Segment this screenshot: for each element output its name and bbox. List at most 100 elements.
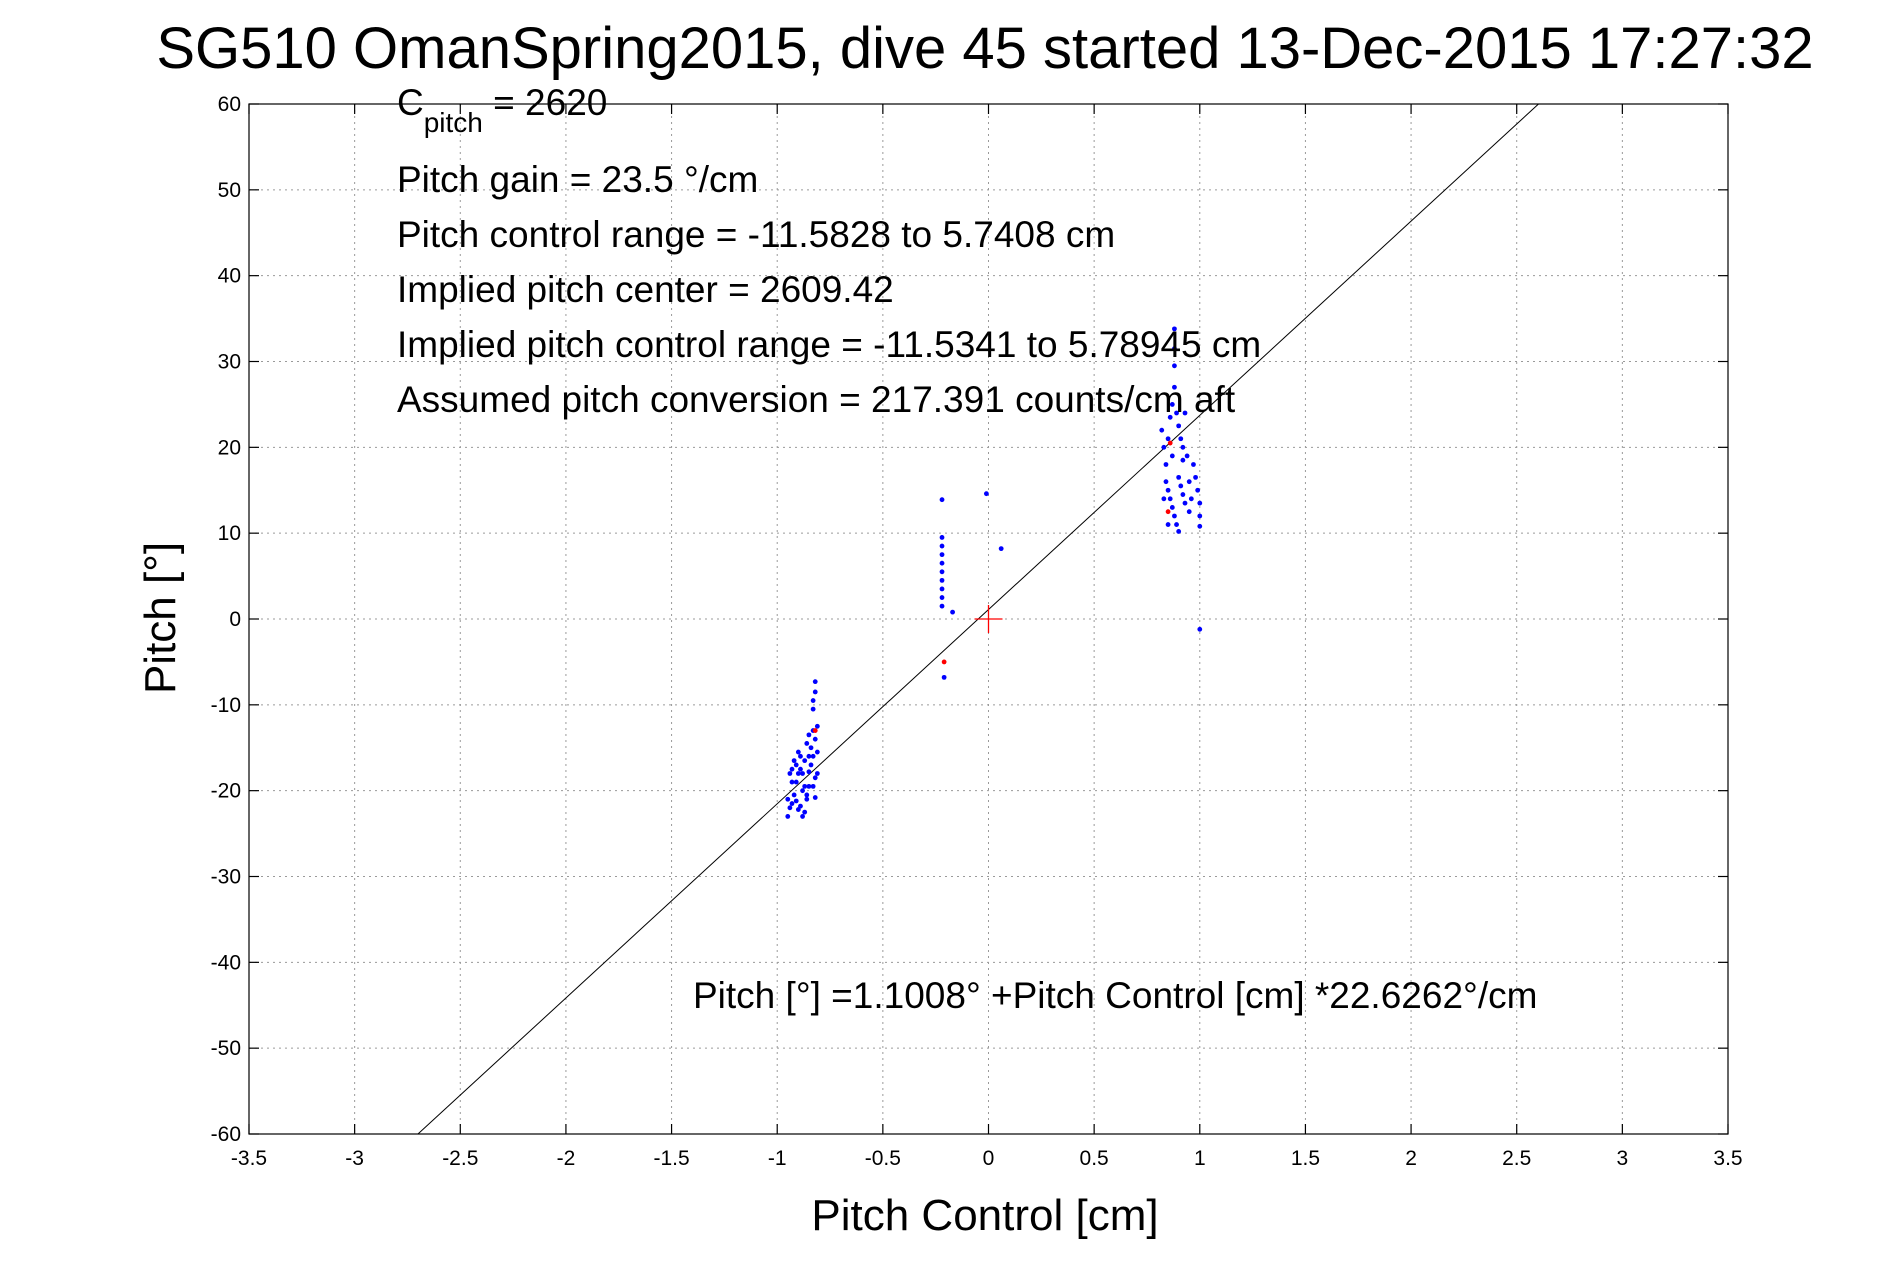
data-point bbox=[1197, 626, 1203, 632]
data-point bbox=[1172, 346, 1177, 352]
data-point bbox=[814, 771, 820, 776]
y-tick-label: 10 bbox=[218, 522, 241, 545]
data-point bbox=[787, 805, 793, 811]
x-axis-label: Pitch Control [cm] bbox=[811, 1191, 1158, 1240]
data-point bbox=[804, 792, 810, 798]
data-point bbox=[1176, 529, 1182, 534]
x-tick-label: -2 bbox=[557, 1147, 576, 1170]
x-tick-label: -1.5 bbox=[653, 1147, 689, 1170]
data-point bbox=[789, 779, 795, 785]
data-point bbox=[939, 569, 945, 575]
data-point bbox=[793, 779, 799, 785]
x-tick-label: 2.5 bbox=[1502, 1147, 1531, 1170]
data-point bbox=[800, 771, 805, 776]
data-point bbox=[1180, 492, 1186, 497]
y-tick-label: -40 bbox=[211, 951, 241, 974]
data-point bbox=[1182, 500, 1188, 506]
data-point bbox=[1176, 474, 1182, 480]
data-point bbox=[1165, 522, 1171, 527]
data-point bbox=[1172, 384, 1177, 390]
data-point bbox=[806, 753, 812, 759]
y-tick-label: 50 bbox=[218, 179, 241, 202]
data-point bbox=[808, 745, 814, 751]
data-point bbox=[1186, 479, 1192, 485]
data-point bbox=[1167, 440, 1173, 446]
data-point bbox=[950, 609, 955, 615]
data-point bbox=[808, 762, 814, 768]
data-point bbox=[1197, 513, 1203, 519]
data-point bbox=[1169, 505, 1175, 510]
grid-lines bbox=[249, 104, 1728, 1134]
implied-range-annotation: Implied pitch control range = -11.5341 t… bbox=[397, 324, 1261, 365]
data-point bbox=[810, 706, 816, 712]
data-point bbox=[1169, 402, 1175, 407]
data-point bbox=[812, 795, 818, 800]
conversion-annotation: Assumed pitch conversion = 217.391 count… bbox=[397, 379, 1236, 420]
data-point bbox=[1172, 326, 1177, 332]
data-point bbox=[1197, 500, 1203, 506]
data-points bbox=[785, 326, 1203, 819]
data-point bbox=[789, 801, 795, 806]
data-point bbox=[804, 796, 810, 802]
data-point bbox=[1172, 363, 1177, 369]
data-point bbox=[1197, 523, 1203, 529]
data-point bbox=[1191, 462, 1196, 467]
data-point bbox=[812, 689, 818, 695]
data-point bbox=[1182, 410, 1188, 416]
data-point bbox=[983, 491, 989, 497]
data-point bbox=[800, 814, 805, 819]
data-point bbox=[941, 674, 947, 680]
data-point bbox=[798, 803, 803, 809]
cpitch-annotation: Cpitch = 2620 bbox=[397, 82, 607, 138]
data-point bbox=[1161, 496, 1167, 502]
y-tick-labels: -60 -50 -40 -30 -20 -10 0 10 20 30 40 50 60 bbox=[211, 93, 241, 1146]
data-point bbox=[1167, 414, 1173, 420]
y-axis-label: Pitch [°] bbox=[136, 542, 185, 694]
y-tick-label: -60 bbox=[211, 1123, 241, 1146]
data-point bbox=[810, 698, 816, 703]
data-point bbox=[810, 753, 816, 759]
data-point bbox=[1163, 462, 1169, 467]
x-tick-label: 0.5 bbox=[1080, 1147, 1109, 1170]
data-point bbox=[810, 783, 816, 789]
data-point bbox=[806, 732, 812, 738]
data-point bbox=[795, 749, 801, 755]
data-point bbox=[795, 807, 801, 812]
data-point bbox=[939, 577, 945, 583]
data-point bbox=[789, 766, 795, 772]
x-tick-label: 1 bbox=[1194, 1147, 1206, 1170]
y-tick-label: 0 bbox=[229, 608, 241, 631]
x-tick-label: -2.5 bbox=[442, 1147, 478, 1170]
x-tick-labels: -3.5 -3 -2.5 -2 -1.5 -1 -0.5 0 0.5 1 1.5 2 2.5 3 3.5 bbox=[231, 1147, 1743, 1170]
chart-title: SG510 OmanSpring2015, dive 45 started 13… bbox=[156, 16, 1813, 81]
y-tick-label: 20 bbox=[218, 436, 241, 459]
x-tick-label: 3.5 bbox=[1713, 1147, 1742, 1170]
data-point bbox=[941, 659, 947, 665]
data-point bbox=[1178, 436, 1184, 442]
data-point bbox=[1184, 453, 1190, 459]
data-point bbox=[1165, 509, 1171, 515]
data-point bbox=[1174, 522, 1179, 527]
data-point bbox=[1159, 427, 1165, 433]
data-point bbox=[795, 771, 801, 776]
data-point bbox=[814, 749, 820, 755]
y-tick-label: 60 bbox=[218, 93, 241, 116]
data-point bbox=[939, 535, 945, 540]
data-point bbox=[785, 796, 791, 802]
data-point bbox=[1186, 509, 1192, 515]
x-tick-label: 2 bbox=[1405, 1147, 1417, 1170]
data-point bbox=[1195, 487, 1201, 493]
data-point bbox=[1178, 483, 1184, 489]
data-point bbox=[1161, 444, 1167, 450]
data-point bbox=[1163, 479, 1169, 485]
data-point bbox=[812, 728, 818, 733]
data-point bbox=[1165, 436, 1171, 442]
cpitch-base: C bbox=[397, 82, 424, 123]
data-point bbox=[1180, 457, 1186, 463]
control-range-annotation: Pitch control range = -11.5828 to 5.7408… bbox=[397, 214, 1115, 255]
data-point bbox=[939, 497, 945, 503]
data-point bbox=[791, 792, 797, 798]
y-tick-label: -20 bbox=[211, 780, 241, 803]
data-point bbox=[802, 758, 808, 764]
x-tick-label: 1.5 bbox=[1291, 1147, 1320, 1170]
